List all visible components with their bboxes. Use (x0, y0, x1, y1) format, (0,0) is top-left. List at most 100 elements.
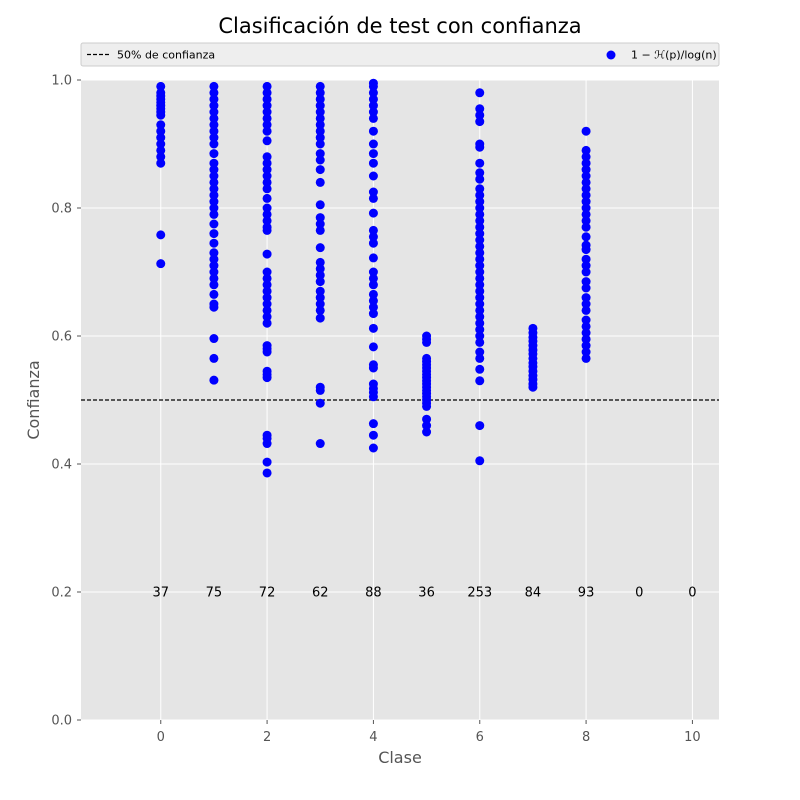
data-point (581, 328, 591, 338)
data-point (475, 261, 485, 271)
y-tick-label: 0.6 (51, 330, 72, 345)
data-point (475, 222, 485, 232)
data-point (581, 305, 591, 315)
data-point (475, 104, 485, 114)
data-point (209, 101, 219, 111)
data-point (475, 293, 485, 303)
data-point (156, 152, 166, 162)
data-point (581, 184, 591, 194)
data-point (262, 318, 272, 328)
data-point (315, 305, 325, 315)
legend-series-label: 1 − ℋ(p)/log(n) (631, 49, 717, 62)
data-point (209, 197, 219, 207)
y-tick-label: 0.8 (51, 202, 72, 217)
data-point (475, 353, 485, 363)
data-point (315, 385, 325, 395)
data-point (368, 126, 378, 136)
data-point (475, 273, 485, 283)
data-point (368, 363, 378, 373)
data-point (368, 238, 378, 248)
data-point (475, 229, 485, 239)
data-point (156, 81, 166, 91)
data-point (368, 392, 378, 402)
data-point (209, 267, 219, 277)
data-point (262, 457, 272, 467)
data-point (209, 248, 219, 258)
data-point (209, 375, 219, 385)
data-point (315, 113, 325, 123)
data-point (581, 165, 591, 175)
count-label: 0 (688, 586, 696, 601)
data-point (475, 347, 485, 357)
data-point (368, 88, 378, 98)
data-point (528, 382, 538, 392)
data-point (368, 81, 378, 91)
data-point (368, 171, 378, 181)
data-point (209, 139, 219, 149)
count-label: 37 (152, 586, 169, 601)
x-axis-title: Clase (378, 748, 422, 767)
data-point (368, 187, 378, 197)
data-point (368, 253, 378, 263)
data-point (368, 267, 378, 277)
data-point (262, 373, 272, 383)
data-point (475, 254, 485, 264)
data-point (209, 133, 219, 143)
data-point (315, 257, 325, 267)
data-point (581, 245, 591, 255)
data-point (209, 165, 219, 175)
count-label: 0 (635, 586, 643, 601)
data-point (581, 283, 591, 293)
data-point (315, 165, 325, 175)
data-point (475, 197, 485, 207)
count-label: 93 (578, 586, 595, 601)
data-point (209, 261, 219, 271)
data-point (262, 305, 272, 315)
data-point (262, 267, 272, 277)
data-point (262, 126, 272, 136)
data-point (315, 299, 325, 309)
data-point (368, 208, 378, 218)
y-tick-label: 0.0 (51, 714, 72, 729)
data-point (262, 216, 272, 226)
data-point (262, 193, 272, 203)
data-point (475, 235, 485, 245)
data-point (262, 165, 272, 175)
data-point (368, 273, 378, 283)
data-point (156, 230, 166, 240)
data-point (475, 456, 485, 466)
data-point (209, 177, 219, 187)
count-label: 75 (206, 586, 223, 601)
data-point (581, 190, 591, 200)
data-point (262, 107, 272, 117)
data-point (581, 353, 591, 363)
data-point (368, 443, 378, 453)
data-point (262, 225, 272, 235)
chart-title: Clasificación de test con confianza (218, 14, 581, 38)
y-tick-label: 1.0 (51, 74, 72, 89)
data-point (475, 174, 485, 184)
x-axis-ticks: 0 2 4 6 8 10 (157, 720, 701, 745)
y-axis-ticks: 0.0 0.2 0.4 0.6 0.8 1.0 (51, 74, 81, 729)
data-point (315, 107, 325, 117)
x-tick-label: 6 (476, 730, 484, 745)
data-point (156, 139, 166, 149)
data-point (581, 293, 591, 303)
data-point (209, 219, 219, 229)
data-point (209, 120, 219, 130)
data-point (368, 302, 378, 312)
data-point (475, 184, 485, 194)
data-point (209, 158, 219, 168)
data-point (422, 414, 432, 424)
data-point (475, 168, 485, 178)
data-point (475, 88, 485, 98)
data-point (156, 110, 166, 120)
data-point (581, 216, 591, 226)
data-point (209, 280, 219, 290)
data-point (475, 142, 485, 152)
data-point (209, 149, 219, 159)
count-label: 88 (365, 586, 382, 601)
data-point (262, 136, 272, 146)
data-point (581, 321, 591, 331)
data-point (262, 273, 272, 283)
